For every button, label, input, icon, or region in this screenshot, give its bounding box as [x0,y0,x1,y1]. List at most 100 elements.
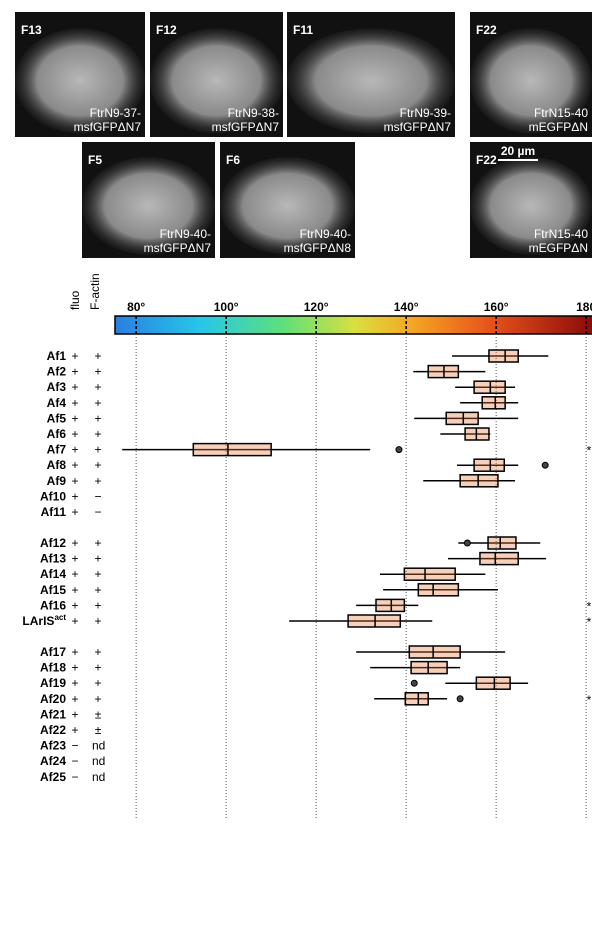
row-label: Af5 [47,411,67,425]
row-name: Af25 [40,770,66,784]
row-label: Af17 [40,645,66,659]
cell-image [15,28,145,134]
factin-value: + [94,411,101,425]
factin-value: + [94,380,101,394]
row-label: Af10 [40,489,66,503]
row-name: Af20 [40,692,66,706]
fluo-value: + [71,505,78,519]
row-name: Af4 [47,396,67,410]
outlier [395,446,403,454]
fluo-value: + [71,427,78,441]
box [475,676,511,690]
factin-value: nd [92,770,105,784]
row-label: Af2 [47,365,67,379]
row-name: Af1 [47,349,67,363]
row-label: Af19 [40,676,66,690]
row-name: Af12 [40,536,66,550]
box [481,396,506,410]
row-label: Af14 [40,567,66,581]
colorbar [114,315,592,335]
factin-value: + [94,645,101,659]
factin-value: ± [95,707,102,721]
box [375,598,406,613]
fluo-value: + [71,614,78,628]
outlier [541,461,549,469]
panel-caption: FtrN15-40 [534,227,588,241]
image-panel: F12 FtrN9-38-msfGFPΔN7 [150,12,283,137]
row-label: Af13 [40,552,66,566]
cell-image [470,157,592,255]
panel-caption: mEGFPΔN [529,120,588,134]
row-name: Af15 [40,583,66,597]
factin-value: nd [92,739,105,753]
row-label: LArISact [22,613,66,628]
factin-value: nd [92,754,105,768]
row-name: Af11 [41,505,67,519]
row-label: Af3 [47,380,67,394]
panel-caption: msfGFPΔN7 [144,241,212,255]
row-name: Af13 [40,552,66,566]
note: * [587,615,592,629]
row-name: Af5 [47,411,67,425]
panel-caption: msfGFPΔN8 [284,241,352,255]
factin-value: + [94,349,101,363]
fluo-value: + [71,380,78,394]
box [479,551,519,566]
row-label: Af25 [40,770,66,784]
box [459,474,499,488]
box [403,567,456,581]
box [192,442,272,457]
factin-value: ± [95,723,102,737]
fluo-value: + [71,598,78,612]
row-label: Af20 [40,692,66,706]
outlier [456,695,464,703]
fluo-value: + [71,645,78,659]
box [404,692,429,706]
panel-label: F12 [156,23,177,37]
fluo-value: + [71,692,78,706]
fluo-value: + [71,349,78,363]
panel-caption: FtrN9-39- [400,106,451,120]
image-panel: F11 FtrN9-39-msfGFPΔN7 [287,12,455,137]
x-tick-label: 80° [127,300,145,314]
image-panel: F13 FtrN9-37-msfGFPΔN7 [15,12,145,137]
x-tick-label: 120° [304,300,329,314]
box [408,645,461,659]
row-name: Af21 [40,707,66,721]
row-label: Af22 [40,723,66,737]
row-label: Af23 [40,739,66,753]
box [417,583,460,597]
fluo-value: + [71,723,78,737]
column-header: F-actin [88,273,102,310]
row-name: Af3 [47,380,67,394]
factin-value: + [94,583,101,597]
row-name: Af24 [40,754,66,768]
factin-value: + [94,536,101,550]
panel-label: F11 [293,23,313,37]
row-label: Af1 [47,349,67,363]
note: * [587,599,592,613]
cell-image [287,28,455,134]
image-panel: F5 FtrN9-40-msfGFPΔN7 [82,142,215,258]
fluo-value: + [71,552,78,566]
image-panel: F6 FtrN9-40-msfGFPΔN8 [220,142,355,258]
row-name: Af14 [40,567,66,581]
row-name: Af23 [40,739,66,753]
fluo-value: + [71,676,78,690]
row-name: Af6 [47,427,67,441]
cell-image [220,157,355,255]
box [347,614,402,628]
row-name: Af7 [47,443,67,457]
fluo-value: + [71,707,78,721]
row-label: Af8 [47,458,67,472]
row-label: Af18 [40,661,66,675]
factin-value: + [94,396,101,410]
factin-value: + [94,552,101,566]
panel-label: F5 [88,153,102,167]
panel-caption: FtrN9-37- [90,106,141,120]
factin-value: − [94,505,101,519]
column-header: fluo [68,290,82,310]
row-name-sup: act [54,613,66,622]
